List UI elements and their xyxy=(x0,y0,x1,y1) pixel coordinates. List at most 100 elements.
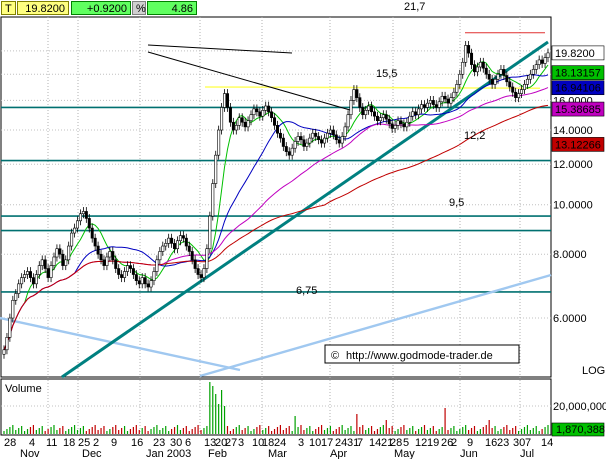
candle-body xyxy=(290,147,294,156)
candle-body xyxy=(508,81,512,88)
x-day-label: 24 xyxy=(335,437,347,449)
candle-body xyxy=(375,115,379,122)
candle-body xyxy=(199,274,203,278)
x-day-label: 19 xyxy=(427,437,439,449)
candle-body xyxy=(273,117,277,126)
candle-body xyxy=(243,121,247,128)
candle-body xyxy=(493,78,497,85)
x-day-label: 9 xyxy=(111,437,117,449)
candle-body xyxy=(67,245,71,261)
candle-body xyxy=(440,95,444,103)
candle-body xyxy=(293,141,297,149)
x-month-label: Jul xyxy=(520,448,534,459)
candle-body xyxy=(511,86,515,93)
candle-body xyxy=(334,134,338,141)
x-day-label: 7 xyxy=(525,437,531,449)
candle-body xyxy=(475,66,479,73)
candle-body xyxy=(105,256,109,266)
level-annotation: 6,75 xyxy=(296,285,317,297)
candle-body xyxy=(467,45,471,54)
candle-body xyxy=(61,253,65,266)
candle-body xyxy=(305,142,309,147)
candle-body xyxy=(352,89,356,101)
candle-body xyxy=(387,118,391,125)
peak-annotation: 21,7 xyxy=(404,1,425,13)
candle-body xyxy=(417,108,421,116)
candle-body xyxy=(364,110,368,116)
level-annotation: 9,5 xyxy=(449,197,464,209)
x-day-label: 20 xyxy=(215,437,227,449)
candle-body xyxy=(228,107,232,123)
candle-body xyxy=(184,237,188,247)
candle-body xyxy=(140,277,144,285)
x-day-label: 10 xyxy=(252,437,264,449)
x-day-label: 23 xyxy=(153,437,165,449)
candle-body xyxy=(270,111,274,119)
candle-body xyxy=(240,117,244,123)
x-day-label: 25 xyxy=(78,437,90,449)
candle-body xyxy=(455,84,459,93)
candle-body xyxy=(428,100,432,104)
candle-body xyxy=(55,248,59,258)
candle-body xyxy=(522,84,526,90)
light-trendline-up xyxy=(199,273,552,378)
percent-label: % xyxy=(132,1,146,15)
x-day-label: 2 xyxy=(451,437,457,449)
candle-body xyxy=(255,108,259,113)
candle-body xyxy=(78,213,82,222)
x-day-label: 24 xyxy=(274,437,286,449)
candle-body xyxy=(90,227,94,239)
candle-body xyxy=(317,136,321,141)
candle-body xyxy=(278,132,282,139)
candle-body xyxy=(52,256,56,266)
candle-body xyxy=(143,277,147,285)
candle-body xyxy=(187,245,191,252)
y-tick-label: 8.0000 xyxy=(553,249,587,261)
candle-body xyxy=(358,97,362,108)
x-day-label: 18 xyxy=(262,437,274,449)
x-day-label: 7 xyxy=(357,437,363,449)
candle-body xyxy=(261,110,265,117)
x-day-label: 14 xyxy=(541,437,553,449)
candle-body xyxy=(320,139,324,144)
candle-body xyxy=(470,52,474,65)
candle-body xyxy=(131,268,135,275)
candle-body xyxy=(120,274,124,278)
candle-body xyxy=(28,271,32,278)
x-day-label: 16 xyxy=(131,437,143,449)
candle-body xyxy=(225,93,229,108)
candle-body xyxy=(302,139,306,147)
candle-body xyxy=(349,100,353,116)
candle-body xyxy=(325,132,329,139)
price-tag-value: 13.12266 xyxy=(555,139,601,151)
candle-body xyxy=(126,265,130,272)
candle-body xyxy=(546,52,550,58)
x-day-label: 5 xyxy=(403,437,409,449)
candle-body xyxy=(252,108,256,116)
candle-body xyxy=(517,93,521,98)
price-tag-box xyxy=(551,80,605,96)
candle-body xyxy=(231,121,235,131)
candle-body xyxy=(405,121,409,128)
candle-body xyxy=(64,259,68,266)
y-tick-label: 10.0000 xyxy=(553,200,593,212)
y-tick-label: 14.0000 xyxy=(553,125,593,137)
candle-body xyxy=(11,299,15,319)
x-day-label: 31 xyxy=(347,437,359,449)
candle-body xyxy=(414,111,418,116)
candle-body xyxy=(173,243,177,250)
candle-body xyxy=(373,111,377,117)
candle-body xyxy=(34,274,38,285)
candle-body xyxy=(481,61,485,69)
candle-body xyxy=(472,64,476,73)
candle-body xyxy=(461,61,465,75)
x-day-label: 17 xyxy=(321,437,333,449)
candle-body xyxy=(214,154,218,184)
price-tag-box xyxy=(551,45,605,61)
candle-body xyxy=(149,280,153,288)
x-month-label: Nov xyxy=(20,448,40,459)
x-day-label: 28 xyxy=(390,437,402,449)
price-tag-box xyxy=(551,101,605,117)
candle-body xyxy=(26,271,30,275)
x-day-label: 2 xyxy=(93,437,99,449)
